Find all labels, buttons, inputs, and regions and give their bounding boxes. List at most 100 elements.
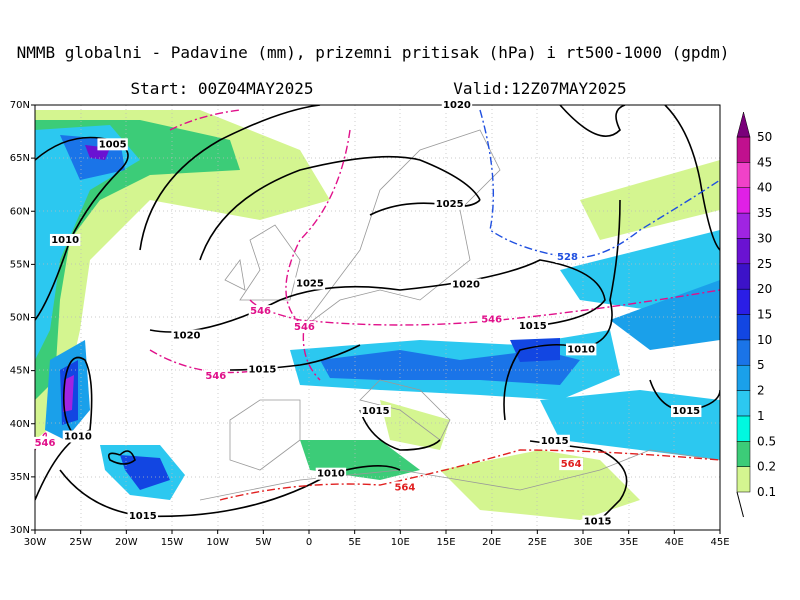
colorbar-label: 35 xyxy=(757,206,772,220)
colorbar-band xyxy=(736,314,751,341)
contour-label-bg xyxy=(247,363,278,376)
contour-label: 1015 xyxy=(129,511,157,522)
lon-label: 20W xyxy=(115,537,138,548)
colorbar-label: 40 xyxy=(757,181,772,195)
contour-label-bg xyxy=(315,467,347,480)
colorbar-label: 20 xyxy=(757,282,772,296)
lon-label: 45E xyxy=(710,537,729,548)
colorbar-label: 15 xyxy=(757,308,772,322)
contour-label-bg xyxy=(127,510,158,523)
contour-label: 1010 xyxy=(51,235,79,246)
lon-label: 0 xyxy=(306,537,312,548)
contour-label-bg xyxy=(62,430,94,443)
colorbar-label: 30 xyxy=(757,231,772,245)
colorbar-band xyxy=(736,364,751,391)
contour-label: 528 xyxy=(557,252,578,263)
contour-label: 1015 xyxy=(541,436,569,447)
contour-label: 1010 xyxy=(567,344,595,355)
colorbar-band xyxy=(736,162,751,188)
lat-label: 60N xyxy=(10,206,30,217)
contour-label: 1025 xyxy=(436,199,464,210)
lat-label: 65N xyxy=(10,153,30,164)
contour-label-bg xyxy=(479,313,504,326)
title: NMMB globalni - Padavine (mm), prizemni … xyxy=(17,43,730,62)
lat-label: 45N xyxy=(10,366,30,377)
lon-label: 25W xyxy=(69,537,92,548)
colorbar-tail xyxy=(736,491,744,518)
contour-label-bg xyxy=(559,458,584,471)
contour-label: 1020 xyxy=(452,280,480,291)
contour-label: 1025 xyxy=(296,279,324,290)
contour-label-bg xyxy=(292,321,317,334)
contour-label-bg xyxy=(33,436,57,449)
contour-label-bg xyxy=(97,138,128,151)
lon-label: 30E xyxy=(573,537,592,548)
contour-label-bg xyxy=(171,329,202,342)
contour-label: 1015 xyxy=(519,321,547,332)
colorbar-label: 2 xyxy=(757,384,765,398)
colorbar-band xyxy=(736,339,751,366)
lat-label: 40N xyxy=(10,419,30,430)
contour-label: 1010 xyxy=(64,432,92,443)
contour-label-bg xyxy=(555,250,580,263)
colorbar-label: 25 xyxy=(757,257,772,271)
start-time: Start: 00Z04MAY2025 xyxy=(130,79,313,98)
valid-time: Valid:12Z07MAY2025 xyxy=(453,79,626,98)
lon-label: 30W xyxy=(24,537,47,548)
contour-label: 1015 xyxy=(248,365,276,376)
colorbar-tip xyxy=(736,111,751,138)
lat-label: 55N xyxy=(10,259,30,270)
contour-label-bg xyxy=(203,369,228,382)
contour-label: 546 xyxy=(481,315,502,326)
colorbar-label: 0.1 xyxy=(757,485,776,499)
colorbar-label: 10 xyxy=(757,333,772,347)
contour-label-bg xyxy=(49,233,81,246)
contour-label: 564 xyxy=(394,483,415,494)
colorbar-band xyxy=(736,390,751,417)
contour-label-bg xyxy=(450,278,482,291)
colorbar-band xyxy=(736,415,751,442)
contour-label-bg xyxy=(248,305,273,318)
lon-label: 10W xyxy=(206,537,229,548)
lon-label: 40E xyxy=(665,537,684,548)
colorbar-band xyxy=(736,441,751,467)
contour-label-bg xyxy=(294,277,326,290)
lon-label: 5E xyxy=(348,537,361,548)
contour-label: 546 xyxy=(294,322,315,333)
contour-label: 1005 xyxy=(99,139,127,150)
lon-label: 10E xyxy=(391,537,410,548)
colorbar-label: 0.5 xyxy=(757,434,776,448)
contour-label: 1015 xyxy=(584,517,612,528)
lon-label: 15E xyxy=(436,537,455,548)
contour-label: 1020 xyxy=(443,100,471,111)
contour-label-bg xyxy=(360,405,391,417)
contour-label-bg xyxy=(582,515,613,528)
contour-label-bg xyxy=(671,405,702,417)
colorbar-band xyxy=(736,212,751,239)
colorbar-label: 1 xyxy=(757,409,765,423)
colorbar-band xyxy=(736,238,751,265)
contour-label: 546 xyxy=(205,371,226,382)
contour-label-bg xyxy=(539,434,570,447)
contour-label: 1015 xyxy=(362,406,390,417)
colorbar-band xyxy=(736,187,751,214)
contour-label-bg xyxy=(565,343,597,356)
contour-label-bg xyxy=(517,320,548,332)
lon-label: 20E xyxy=(482,537,501,548)
colorbar-label: 5 xyxy=(757,358,765,372)
map-field xyxy=(35,105,720,530)
colorbar-band xyxy=(736,263,751,290)
contour-label: 1010 xyxy=(317,469,345,480)
contour-label-bg xyxy=(434,197,465,210)
lat-label: 35N xyxy=(10,472,30,483)
contour-label: 564 xyxy=(561,459,582,470)
lat-label: 50N xyxy=(10,313,30,324)
lon-label: 25E xyxy=(528,537,547,548)
colorbar-band xyxy=(736,136,751,163)
lat-label: 30N xyxy=(10,525,30,536)
colorbar-label: 50 xyxy=(757,130,772,144)
lon-label: 15W xyxy=(161,537,184,548)
contour-label: 546 xyxy=(250,306,271,317)
